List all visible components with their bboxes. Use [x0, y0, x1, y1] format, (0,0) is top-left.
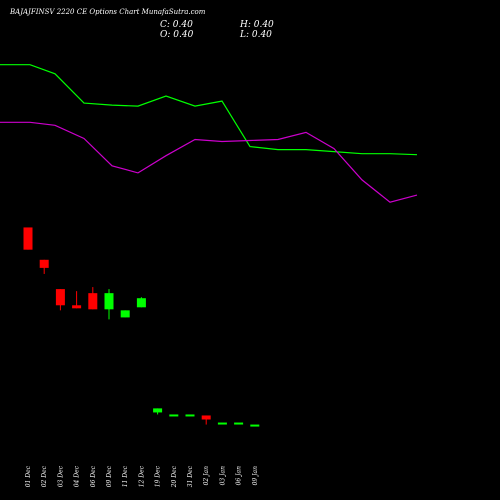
ma-long-line	[0, 121, 418, 203]
x-tick-label: 12 Dec	[138, 465, 145, 487]
candle-body	[234, 422, 244, 425]
candle-5	[104, 289, 114, 320]
x-tick-label: 04 Dec	[74, 465, 81, 487]
candle-body	[39, 259, 49, 268]
x-axis-labels: 01 Dec 02 Dec 03 Dec 04 Dec 06 Dec 09 Dec 11 D…	[25, 465, 259, 488]
candle-10	[185, 414, 195, 417]
x-tick-label: 09 Dec	[106, 465, 113, 487]
candle-body	[120, 310, 130, 318]
candle-body	[250, 424, 260, 427]
candle-0	[23, 227, 33, 250]
high-value: H: 0.40	[240, 20, 274, 30]
close-value: C: 0.40	[160, 20, 193, 30]
candle-4	[88, 287, 98, 310]
candle-body	[104, 293, 114, 310]
moving-averages	[0, 64, 418, 203]
candle-body	[217, 422, 227, 425]
candle-8	[153, 408, 163, 415]
chart-title: BAJAJFINSV 2220 CE Options Chart MunafaS…	[10, 8, 206, 16]
candle-body	[201, 415, 211, 420]
candle-body	[55, 289, 65, 306]
candle-body	[23, 227, 33, 250]
x-tick-label: 20 Dec	[171, 465, 178, 488]
x-tick-label: 31 Dec	[187, 465, 194, 487]
x-tick-label: 02 Jan	[203, 466, 210, 486]
x-tick-label: 06 Dec	[90, 465, 97, 487]
candle-14	[250, 424, 260, 427]
candle-body	[72, 305, 82, 309]
x-tick-label: 02 Dec	[41, 465, 48, 487]
x-tick-label: 09 Jan	[252, 466, 259, 486]
candle-13	[234, 422, 244, 425]
x-tick-label: 06 Jan	[236, 466, 243, 486]
candle-11	[201, 415, 211, 425]
x-tick-label: 01 Dec	[25, 465, 32, 487]
ma-short-line	[0, 64, 418, 156]
candle-9	[169, 414, 179, 417]
candles	[23, 227, 260, 427]
candle-6	[120, 310, 130, 318]
candle-body	[169, 414, 179, 417]
candle-body	[185, 414, 195, 417]
candle-body	[153, 408, 163, 413]
candle-12	[217, 422, 227, 425]
x-tick-label: 03 Jan	[219, 466, 226, 486]
open-value: O: 0.40	[160, 30, 194, 40]
x-tick-label: 03 Dec	[57, 465, 64, 487]
x-tick-label: 19 Dec	[155, 465, 162, 487]
low-value: L: 0.40	[240, 30, 272, 40]
candle-2	[55, 289, 65, 311]
candle-1	[39, 259, 49, 274]
candle-3	[72, 291, 82, 309]
candle-body	[88, 293, 98, 310]
candle-7	[136, 297, 146, 308]
candle-body	[136, 298, 146, 308]
x-tick-label: 11 Dec	[122, 465, 129, 487]
